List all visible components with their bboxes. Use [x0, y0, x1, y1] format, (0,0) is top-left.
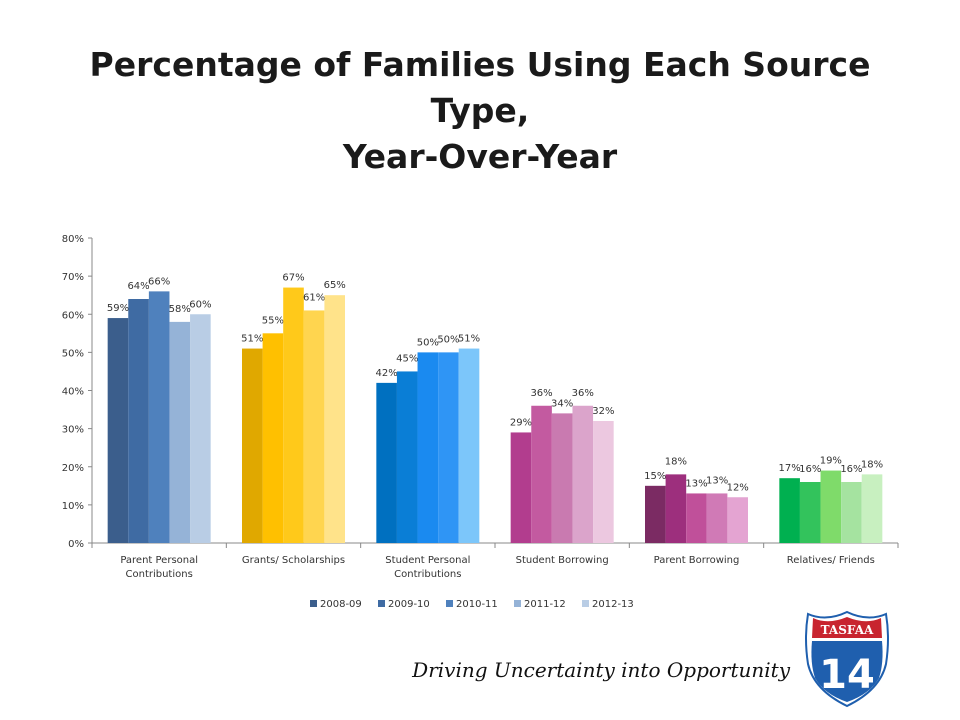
data-label: 64% [127, 281, 149, 292]
data-label: 50% [417, 337, 439, 348]
data-label: 13% [706, 475, 728, 486]
tagline: Driving Uncertainty into Opportunity [412, 658, 790, 682]
y-tick-label: 30% [62, 425, 84, 436]
data-label: 19% [820, 456, 842, 467]
bar [376, 382, 397, 543]
x-tick-label: Student Personal [385, 555, 470, 566]
y-tick-label: 10% [62, 501, 84, 512]
data-label: 16% [840, 464, 862, 475]
legend-label: 2012-13 [592, 599, 634, 610]
data-label: 13% [685, 478, 707, 489]
legend-swatch [310, 600, 317, 607]
bar [799, 482, 821, 543]
data-label: 50% [437, 334, 459, 345]
x-tick-label: Grants/ Scholarships [242, 555, 345, 566]
data-label: 67% [282, 273, 304, 284]
bar [645, 485, 666, 543]
bar [572, 405, 594, 543]
shield-body [811, 641, 883, 702]
legend-label: 2011-12 [524, 599, 566, 610]
data-label: 66% [148, 276, 170, 287]
bar [551, 413, 573, 543]
legend-label: 2009-10 [388, 599, 430, 610]
bar [665, 474, 687, 543]
data-label: 16% [799, 464, 821, 475]
bar [148, 291, 170, 543]
data-label: 58% [169, 304, 191, 315]
x-tick-label: Contributions [394, 569, 461, 580]
data-label: 15% [644, 471, 666, 482]
bar [190, 314, 211, 543]
bar [593, 421, 614, 543]
title-line-1: Percentage of Families Using Each Source… [89, 45, 871, 130]
bar [324, 295, 345, 543]
bar [820, 470, 842, 543]
y-tick-label: 60% [62, 310, 84, 321]
chart-title: Percentage of Families Using Each Source… [40, 42, 920, 180]
y-tick-label: 80% [62, 234, 84, 245]
data-label: 12% [727, 482, 749, 493]
data-label: 36% [530, 388, 552, 399]
data-label: 55% [262, 315, 284, 326]
data-label: 34% [551, 398, 573, 409]
bar [510, 432, 532, 543]
data-label: 29% [510, 417, 532, 428]
legend-swatch [582, 600, 589, 607]
bar [283, 287, 304, 543]
data-label: 59% [107, 303, 129, 314]
logo-number: 14 [819, 652, 875, 698]
y-tick-label: 40% [62, 387, 84, 398]
data-label: 18% [861, 459, 883, 470]
bar [107, 318, 129, 543]
data-label: 45% [396, 353, 418, 364]
bar [686, 493, 707, 543]
logo-top-text: TASFAA [821, 623, 874, 637]
data-label: 51% [241, 334, 263, 345]
bar [861, 474, 883, 543]
y-tick-label: 70% [62, 272, 84, 283]
data-label: 60% [189, 299, 211, 310]
bar [779, 478, 800, 543]
legend-swatch [514, 600, 521, 607]
y-tick-label: 0% [68, 539, 84, 550]
bar [727, 497, 748, 543]
y-tick-label: 50% [62, 348, 84, 359]
shield-top-band [812, 617, 882, 638]
title-line-2: Year-Over-Year [342, 137, 618, 176]
data-label: 36% [572, 388, 594, 399]
y-tick-label: 20% [62, 463, 84, 474]
bar [396, 371, 418, 543]
data-label: 42% [376, 368, 398, 379]
data-label: 17% [779, 463, 801, 474]
data-label: 32% [592, 406, 614, 417]
data-label: 51% [458, 334, 480, 345]
data-label: 65% [324, 280, 346, 291]
bar [458, 348, 480, 543]
legend-label: 2010-11 [456, 599, 498, 610]
x-tick-label: Student Borrowing [516, 555, 609, 566]
x-tick-label: Parent Borrowing [654, 555, 740, 566]
legend-swatch [378, 600, 385, 607]
bar [169, 321, 191, 543]
bar [417, 352, 439, 543]
data-label: 18% [665, 456, 687, 467]
bar [706, 493, 728, 543]
bar [242, 348, 263, 543]
data-label: 61% [303, 292, 325, 303]
bar [128, 299, 149, 543]
tasfaa-14-shield-logo: TASFAA 14 [805, 610, 889, 708]
bar [303, 310, 325, 543]
bar [531, 405, 552, 543]
legend-label: 2008-09 [320, 599, 362, 610]
x-tick-label: Parent Personal [120, 555, 198, 566]
x-tick-label: Contributions [126, 569, 193, 580]
legend-swatch [446, 600, 453, 607]
x-tick-label: Relatives/ Friends [787, 555, 875, 566]
bar [438, 352, 459, 543]
bar [841, 482, 862, 543]
bar [262, 333, 284, 543]
